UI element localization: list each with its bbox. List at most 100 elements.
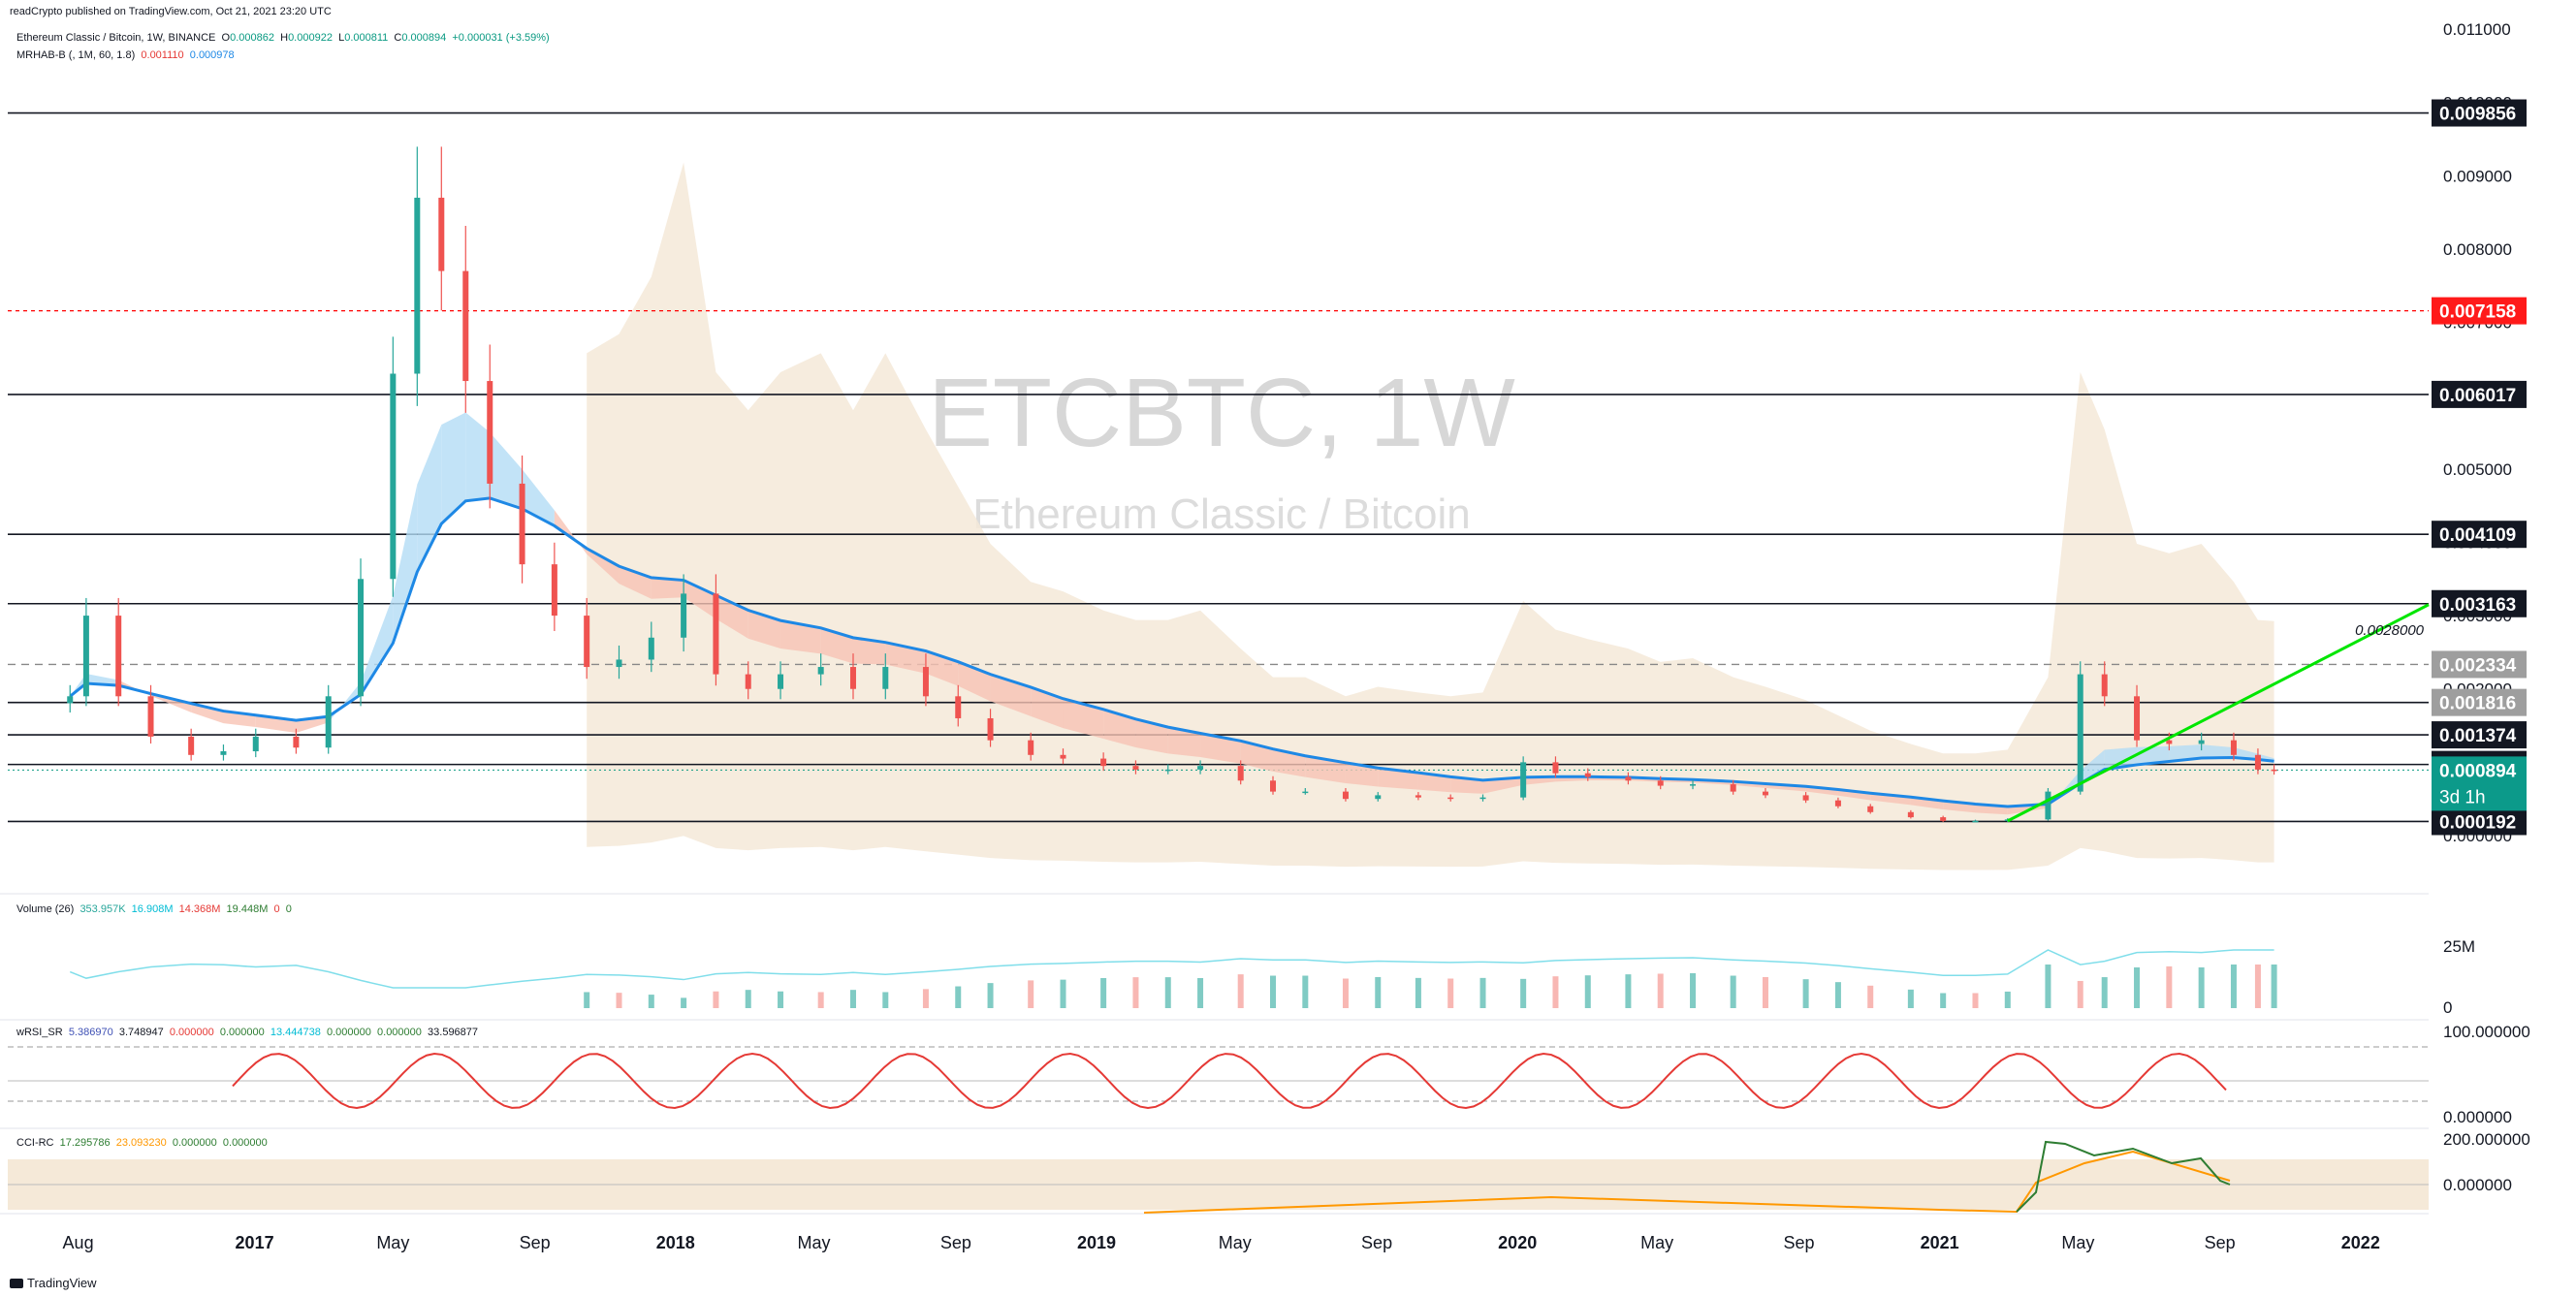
level-tag-label: 0.000192: [2439, 812, 2516, 833]
time-tick-label: May: [2061, 1233, 2094, 1252]
volume-v6: 0: [285, 903, 292, 915]
volume-bar: [2077, 980, 2083, 1008]
candle-body: [1907, 811, 1914, 818]
candle-body: [1197, 766, 1204, 770]
cci-axis-label: 200.000000: [2443, 1130, 2530, 1149]
time-tick-label: 2022: [2341, 1233, 2380, 1252]
volume-bar: [1342, 978, 1349, 1008]
trend-line-label: 0.0028000: [2355, 622, 2425, 639]
indicator-legend[interactable]: MRHAB-B (, 1M, 60, 1.8) 0.001110 0.00097…: [16, 49, 235, 61]
ma-ribbon-segment: [465, 412, 491, 501]
candle-body: [1270, 780, 1277, 792]
level-tag-label: 0.007158: [2439, 302, 2516, 323]
tradingview-logo[interactable]: TradingView: [10, 1276, 97, 1290]
change-value: +0.000031 (+3.59%): [452, 32, 550, 44]
volume-bar: [584, 992, 590, 1008]
ma-ribbon-segment: [2233, 747, 2258, 760]
ma-ribbon-segment: [1837, 789, 1871, 801]
volume-bar: [1270, 975, 1277, 1008]
level-tag: [2432, 650, 2527, 679]
time-tick-label: 2019: [1077, 1233, 1116, 1252]
volume-bar: [2166, 965, 2173, 1008]
volume-axis-label: 25M: [2443, 937, 2475, 956]
ma-ribbon-segment: [716, 595, 748, 639]
ma-ribbon-segment: [1167, 727, 1201, 757]
trend-line[interactable]: [2007, 603, 2430, 823]
candle-body: [713, 593, 719, 675]
volume-v2: 16.908M: [131, 903, 174, 915]
high-value: 0.000922: [288, 32, 333, 44]
wrsi-legend[interactable]: wRSI_SR 5.386970 3.748947 0.000000 0.000…: [16, 1027, 478, 1038]
candle-body: [390, 373, 397, 580]
candle-body: [2045, 791, 2051, 820]
level-tag: [2432, 99, 2527, 127]
ma-ribbon-segment: [2169, 744, 2202, 762]
volume-bar: [1584, 975, 1591, 1008]
candle-body: [1972, 820, 1979, 823]
volume-bar: [1520, 978, 1527, 1008]
volume-v1: 353.957K: [80, 903, 126, 915]
volume-legend[interactable]: Volume (26) 353.957K 16.908M 14.368M 19.…: [16, 903, 292, 915]
volume-v4: 19.448M: [226, 903, 269, 915]
trend-line-segment: [2007, 603, 2430, 823]
time-tick-label: Sep: [520, 1233, 551, 1252]
ma-ribbon-segment: [651, 577, 684, 599]
ma-ribbon-segment: [1345, 762, 1379, 787]
volume-bar: [1100, 977, 1107, 1008]
candle-body: [1132, 766, 1139, 770]
volume-bar: [1834, 982, 1841, 1008]
cci-v1: 17.295786: [59, 1137, 111, 1149]
candle-body: [1028, 740, 1034, 755]
volume-bar: [1867, 985, 1874, 1008]
candle-body: [1342, 791, 1349, 800]
cci-v4: 0.000000: [222, 1137, 268, 1149]
candle-body: [1834, 800, 1841, 807]
volume-panel: 25M 0: [69, 937, 2475, 1017]
ma-ribbon-segment: [1273, 748, 1306, 777]
level-tag-label: 0.004109: [2439, 525, 2516, 546]
ma-ribbon-segment: [1805, 786, 1838, 796]
level-tag: [2432, 521, 2527, 549]
open-value: 0.000862: [230, 32, 274, 44]
cci-legend[interactable]: CCI-RC 17.295786 23.093230 0.000000 0.00…: [16, 1137, 268, 1149]
ma-ribbon-segment: [587, 548, 620, 585]
candle-body: [2101, 674, 2108, 697]
volume-bar: [1907, 989, 1914, 1008]
volume-bar: [849, 990, 856, 1008]
volume-bar: [2198, 966, 2205, 1008]
volume-bar: [1690, 973, 1697, 1008]
wrsi-panel: 100.000000 0.000000: [8, 1023, 2530, 1126]
candle-body: [1100, 758, 1107, 767]
watermark-name: Ethereum Classic / Bitcoin: [972, 490, 1471, 538]
ma-ribbon-segment: [2104, 746, 2138, 770]
candle-body: [115, 616, 122, 697]
volume-bar: [1164, 977, 1171, 1008]
candle-body: [188, 736, 195, 755]
candle-body: [1479, 797, 1486, 800]
candle-body: [1657, 780, 1664, 786]
candle-body: [1060, 754, 1066, 759]
ma-ribbon-segment: [1482, 776, 1524, 794]
price-tick-label: 0.009000: [2443, 167, 2512, 185]
time-tick-label: 2021: [1921, 1233, 1959, 1252]
volume-bar: [2271, 965, 2277, 1008]
volume-bar: [817, 992, 824, 1008]
ma-ribbon-segment: [554, 510, 588, 554]
volume-bar: [1625, 974, 1632, 1008]
current-price-tag: [2432, 756, 2527, 811]
wrsi-v7: 0.000000: [377, 1027, 422, 1038]
candle-body: [1802, 795, 1809, 801]
symbol-legend[interactable]: Ethereum Classic / Bitcoin, 1W, BINANCE …: [16, 32, 550, 44]
volume-bar: [1447, 978, 1454, 1008]
price-tick-label: 0.011000: [2443, 20, 2511, 39]
wrsi-v8: 33.596877: [428, 1027, 479, 1038]
volume-bar: [2134, 966, 2141, 1008]
volume-bar: [1237, 974, 1244, 1008]
volume-bar: [713, 991, 719, 1008]
candle-body: [1164, 769, 1171, 772]
volume-axis-label: 0: [2443, 998, 2452, 1017]
candle-body: [1625, 776, 1632, 781]
horizontal-levels: [8, 111, 2429, 823]
wrsi-title: wRSI_SR: [16, 1027, 63, 1038]
volume-bar: [745, 990, 751, 1008]
